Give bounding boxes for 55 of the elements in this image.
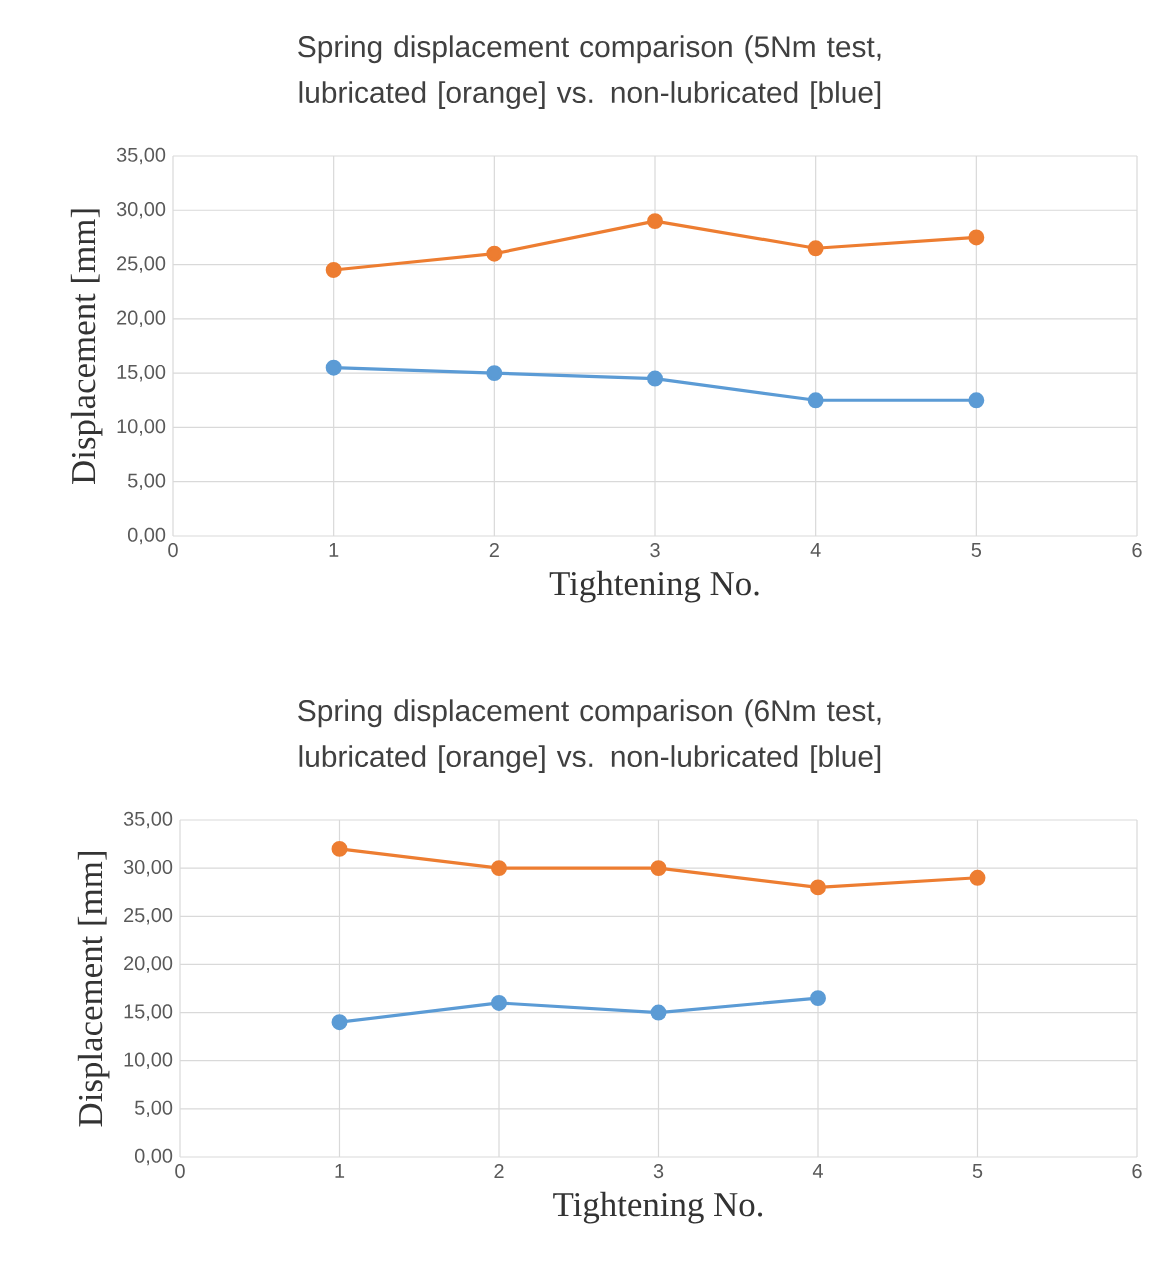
point <box>968 229 985 246</box>
point <box>647 370 663 387</box>
y-tick-label: 30,00 <box>123 859 173 877</box>
x-tick-label: 1 <box>335 1164 345 1178</box>
y-tick-label: 0,00 <box>127 527 166 545</box>
y-tick-label: 30,00 <box>116 202 166 219</box>
y-tick-label: 10,00 <box>117 419 166 436</box>
y-tick-label: 25,00 <box>117 256 166 273</box>
x-tick-label: 3 <box>650 543 660 558</box>
y-axis-title: Displacement [mm] <box>77 852 110 1127</box>
y-tick-label: 20,00 <box>124 956 173 973</box>
y-axis-title: Displacement [mm] <box>70 209 103 484</box>
point <box>325 262 342 278</box>
point <box>647 213 663 230</box>
point <box>968 392 985 409</box>
y-tick-label: 5,00 <box>134 1100 173 1118</box>
y-tick-label: 5,00 <box>127 473 166 490</box>
point <box>807 240 824 257</box>
y-tick-label: 20,00 <box>117 310 166 328</box>
y-tick-label: 15,00 <box>117 364 166 382</box>
y-tick-label: 25,00 <box>124 908 173 925</box>
point <box>810 879 826 896</box>
point <box>486 365 503 382</box>
point <box>331 840 348 857</box>
x-tick-label: 2 <box>489 543 499 557</box>
chart-title: Spring displacement comparison (6Nm test, lubricated [orange] vs. non-lubricated [blue] <box>298 699 881 773</box>
point <box>325 359 342 376</box>
x-tick-label: 0 <box>168 543 178 558</box>
y-tick-label: 0,00 <box>134 1148 173 1166</box>
point <box>650 860 667 877</box>
x-axis-title: Tightening No. <box>549 570 759 603</box>
x-tick-label: 3 <box>653 1164 664 1179</box>
point <box>486 245 503 262</box>
x-tick-label: 6 <box>1132 543 1142 558</box>
x-tick-label: 5 <box>971 543 982 557</box>
x-tick-label: 0 <box>175 1164 185 1179</box>
chart-title: Spring displacement comparison (5Nm test, lubricated [orange] vs. non-lubricated [blue] <box>298 35 881 109</box>
point <box>331 1014 348 1031</box>
x-axis-title: Tightening No. <box>553 1191 763 1224</box>
x-tick-label: 5 <box>972 1164 983 1178</box>
x-tick-label: 1 <box>329 543 339 557</box>
x-tick-label: 2 <box>494 1164 504 1178</box>
point <box>810 990 826 1007</box>
y-tick-label: 35,00 <box>123 811 173 829</box>
y-tick-label: 10,00 <box>124 1052 173 1069</box>
y-tick-label: 15,00 <box>124 1004 173 1021</box>
point <box>807 392 824 409</box>
x-tick-label: 6 <box>1132 1164 1142 1179</box>
point <box>491 994 507 1011</box>
x-tick-label: 4 <box>812 1164 823 1178</box>
point <box>650 1004 667 1021</box>
point <box>491 860 507 877</box>
x-tick-label: 4 <box>810 543 821 557</box>
y-tick-label: 35,00 <box>116 147 166 165</box>
point <box>969 869 986 886</box>
